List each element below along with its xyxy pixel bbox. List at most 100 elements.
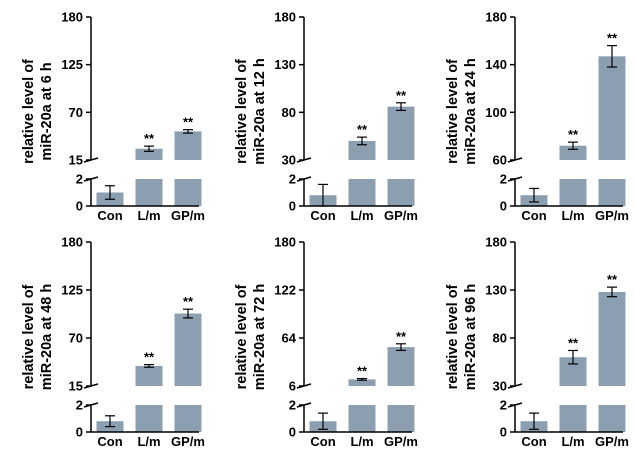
y-axis-label: relative level of miR-20a at 96 h (445, 284, 479, 390)
x-category-label: GP/m (171, 208, 205, 223)
error-bar-GP/m (396, 102, 406, 112)
y-tick-label: 6 (289, 379, 296, 394)
y-tick-label: 2 (289, 398, 296, 413)
error-bar-Con (318, 412, 328, 430)
y-tick-label: 130 (274, 57, 296, 72)
y-tick-label: 0 (500, 199, 507, 214)
y-tick-label: 122 (274, 283, 296, 298)
y-tick-label: 70 (69, 331, 83, 346)
chart-panel-3: ** ** 60 100 140 180 0 2 Con L/m GP/m relative leve… (445, 10, 629, 224)
y-axis-label-line: relative level of (21, 284, 37, 389)
y-tick-label: 0 (76, 199, 83, 214)
significance-label: ** (568, 335, 579, 350)
bar-upper-L/m (348, 379, 376, 386)
bar-lower-GP/m (598, 405, 626, 432)
y-tick-label: 60 (493, 153, 507, 168)
y-axis-label-line: miR-20a at 6 h (39, 62, 55, 160)
significance-label: ** (607, 31, 618, 46)
y-tick-label: 140 (485, 57, 507, 72)
significance-label: ** (357, 122, 368, 137)
error-bar-L/m (568, 141, 578, 150)
x-category-label: L/m (561, 208, 584, 223)
error-bar-L/m (357, 377, 367, 381)
bar-upper-L/m (135, 148, 163, 160)
error-bar-L/m (568, 349, 578, 365)
y-axis-label-line: miR-20a at 48 h (39, 284, 55, 390)
x-category-label: Con (521, 208, 546, 223)
chart-panel-6: ** ** 30 80 130 180 0 2 Con L/m GP/m relative level… (445, 235, 629, 450)
y-axis-label-line: miR-20a at 96 h (463, 284, 479, 390)
y-tick-label: 180 (485, 10, 507, 25)
bar-lower-L/m (559, 179, 587, 206)
bar-lower-L/m (559, 405, 587, 432)
x-category-label: Con (310, 208, 335, 223)
bar-upper-L/m (559, 145, 587, 160)
bar-upper-GP/m (387, 106, 415, 160)
y-axis-label: relative level of miR-20a at 48 h (21, 284, 55, 390)
y-axis-label-line: miR-20a at 12 h (252, 58, 268, 164)
y-tick-label: 0 (76, 425, 83, 440)
y-tick-label: 64 (282, 331, 297, 346)
significance-label: ** (396, 329, 407, 344)
bar-lower-GP/m (598, 179, 626, 206)
y-axis-label-line: relative level of (234, 59, 250, 164)
y-axis-label-line: miR-20a at 72 h (252, 284, 268, 390)
y-tick-label: 0 (500, 425, 507, 440)
significance-label: ** (607, 272, 618, 287)
y-tick-label: 100 (485, 105, 507, 120)
error-bar-L/m (144, 145, 154, 152)
x-category-label: Con (310, 434, 335, 449)
error-bar-GP/m (396, 343, 406, 352)
y-tick-label: 130 (485, 283, 507, 298)
y-tick-label: 180 (274, 235, 296, 250)
bar-upper-GP/m (598, 56, 626, 161)
bar-upper-L/m (348, 140, 376, 160)
x-category-label: L/m (561, 434, 584, 449)
significance-label: ** (144, 131, 155, 146)
y-axis-label: relative level of miR-20a at 12 h (234, 58, 268, 164)
error-bar-GP/m (183, 308, 193, 319)
error-bar-GP/m (607, 44, 617, 68)
bar-upper-GP/m (598, 291, 626, 386)
y-tick-label: 15 (69, 153, 83, 168)
error-bar-Con (105, 185, 115, 200)
bar-upper-L/m (135, 365, 163, 386)
bar-lower-L/m (135, 179, 163, 206)
x-category-label: GP/m (595, 208, 629, 223)
y-axis-label-line: miR-20a at 24 h (463, 58, 479, 164)
chart-panel-2: ** ** 30 80 130 180 0 2 Con L/m GP/m relative level… (234, 10, 418, 224)
y-tick-label: 15 (69, 379, 83, 394)
y-axis-label-line: relative level of (234, 284, 250, 389)
significance-label: ** (568, 127, 579, 142)
y-tick-label: 30 (493, 379, 507, 394)
error-bar-L/m (357, 136, 367, 146)
chart-panel-4: ** ** 15 70 125 180 0 2 Con L/m GP/m relative level… (21, 235, 205, 450)
bar-lower-GP/m (174, 405, 202, 432)
chart-panel-1: ** ** 15 70 125 180 0 2 Con L/m GP/m relative level… (21, 10, 205, 224)
y-tick-label: 0 (289, 199, 296, 214)
error-bar-L/m (144, 364, 154, 368)
significance-label: ** (396, 88, 407, 103)
bar-lower-L/m (348, 179, 376, 206)
x-category-label: GP/m (171, 434, 205, 449)
y-axis-label-line: relative level of (445, 59, 461, 164)
chart-panel-5: ** ** 6 64 122 180 0 2 Con L/m GP/m relative level … (234, 235, 418, 450)
x-category-label: Con (97, 434, 122, 449)
x-category-label: L/m (137, 434, 160, 449)
y-tick-label: 2 (289, 172, 296, 187)
y-tick-label: 30 (282, 153, 296, 168)
y-tick-label: 125 (61, 57, 83, 72)
y-tick-label: 2 (76, 172, 83, 187)
bar-upper-GP/m (387, 347, 415, 386)
y-axis-label: relative level of miR-20a at 6 h (21, 59, 55, 164)
significance-label: ** (357, 364, 368, 379)
bar-lower-L/m (135, 405, 163, 432)
y-tick-label: 0 (289, 425, 296, 440)
error-bar-Con (105, 415, 115, 428)
y-tick-label: 125 (61, 283, 83, 298)
bar-lower-GP/m (387, 405, 415, 432)
x-category-label: L/m (350, 434, 373, 449)
significance-label: ** (183, 294, 194, 309)
y-tick-label: 180 (61, 10, 83, 25)
